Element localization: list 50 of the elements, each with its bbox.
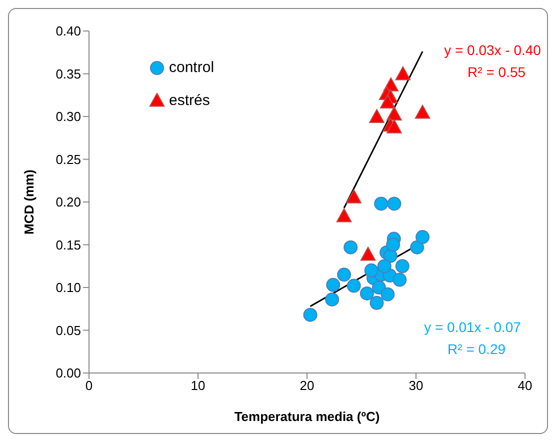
point <box>410 240 424 254</box>
y-tick-label: 0.40 <box>56 24 81 39</box>
point <box>360 286 374 300</box>
legend-label: estrés <box>169 92 210 109</box>
x-tick-label: 0 <box>85 378 93 394</box>
y-tick-label: 0.05 <box>56 322 81 338</box>
y-tick-label: 0.15 <box>56 237 81 252</box>
y-tick-label: 0.20 <box>56 194 81 210</box>
point <box>416 230 430 244</box>
y-tick-label: 0.10 <box>56 280 81 296</box>
point <box>364 263 378 278</box>
y-tick-label: 0.30 <box>56 109 81 124</box>
annotation: y = 0.03x - 0.40 <box>444 42 542 58</box>
y-tick-label: 0.25 <box>56 152 81 167</box>
legend-label: control <box>169 59 214 76</box>
point <box>386 238 400 252</box>
point <box>386 106 402 120</box>
point <box>386 119 402 134</box>
point <box>414 104 430 119</box>
x-tick-label: 20 <box>300 378 314 394</box>
point <box>370 296 384 310</box>
annotation: R² = 0.29 <box>448 340 506 357</box>
y-tick-label: 0.35 <box>56 66 81 82</box>
point <box>380 287 395 302</box>
point <box>346 278 361 293</box>
point <box>372 280 386 294</box>
point <box>326 278 340 292</box>
point <box>380 94 396 109</box>
point <box>374 196 388 211</box>
point <box>325 292 340 306</box>
point <box>369 109 384 124</box>
point <box>387 196 402 211</box>
y-tick-label: 0.00 <box>56 366 81 381</box>
point <box>346 189 362 204</box>
point <box>303 308 318 322</box>
annotation: R² = 0.55 <box>468 64 526 80</box>
point <box>337 268 352 282</box>
y-axis-title: MCD (mm) <box>22 170 37 234</box>
x-tick-label: 30 <box>408 378 424 394</box>
annotation: y = 0.01x - 0.07 <box>424 318 522 335</box>
point <box>377 259 392 274</box>
point <box>392 272 407 287</box>
x-tick-label: 10 <box>190 378 206 394</box>
point <box>395 66 411 80</box>
point <box>336 208 352 222</box>
x-tick-label: 40 <box>518 378 532 394</box>
point <box>395 259 410 274</box>
point <box>344 240 358 254</box>
point <box>360 246 376 261</box>
x-axis-title: Temperatura media (ºC) <box>234 409 380 424</box>
